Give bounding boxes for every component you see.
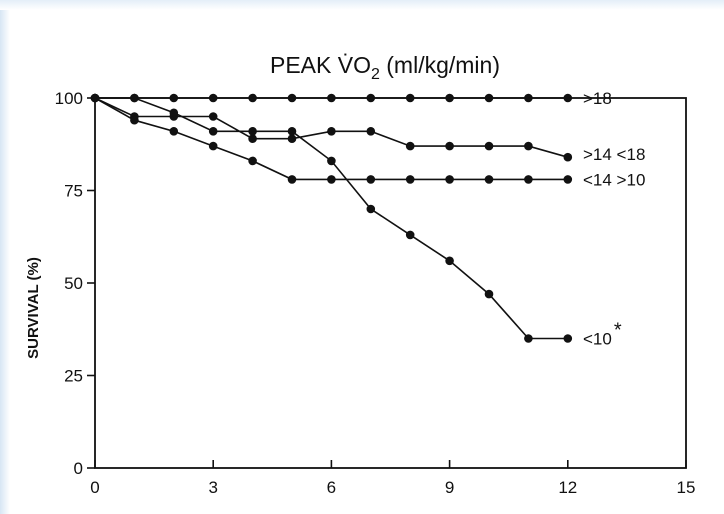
y-tick-label-3: 75 (64, 182, 83, 201)
series-1-point-11 (524, 141, 533, 151)
series-0-point-12 (563, 93, 573, 103)
series-3-point-2 (169, 108, 179, 118)
series-3 (90, 93, 573, 343)
series-3-point-11 (524, 334, 533, 343)
series-1-point-12 (563, 152, 573, 162)
series-3-point-7 (366, 204, 376, 214)
series-3-point-4 (248, 127, 257, 136)
x-tick-label-0: 0 (90, 478, 99, 497)
chart-title-main: PEAK V̇O (270, 52, 371, 78)
series-labels: >18 >14 <18 <14 >10 <10 * (583, 89, 645, 349)
series-2-point-1 (130, 115, 139, 125)
series-2-point-5 (287, 175, 297, 184)
series-2-point-10 (484, 175, 494, 184)
series-1-point-5 (287, 134, 297, 143)
series-2-point-8 (405, 175, 415, 184)
series-label-0-text: >18 (583, 89, 612, 108)
series-label-3-text: <10 (583, 330, 612, 349)
series-2-point-11 (524, 175, 533, 184)
series-1-point-3 (208, 112, 218, 121)
y-tick-label-2: 50 (64, 274, 83, 293)
series-0-point-2 (169, 93, 179, 103)
series-1-point-10 (484, 141, 494, 151)
series-layer (90, 93, 573, 343)
series-0-point-11 (524, 93, 533, 103)
series-1-point-4 (248, 134, 257, 143)
series-2-point-3 (208, 141, 218, 151)
left-edge-shade (0, 0, 10, 514)
series-1-point-6 (327, 127, 336, 136)
series-0 (90, 93, 573, 103)
series-0-point-9 (445, 93, 454, 103)
series-label-2-text: <14 >10 (583, 170, 645, 189)
series-3-point-8 (405, 230, 415, 240)
series-0-point-7 (366, 93, 376, 103)
series-3-point-10 (484, 289, 494, 299)
series-label-0: >18 (583, 89, 612, 108)
series-label-1: >14 <18 (583, 145, 645, 164)
series-label-3: <10 * (583, 320, 622, 349)
series-1-point-7 (366, 127, 376, 136)
top-edge-shade (0, 0, 724, 10)
series-3-point-5 (287, 127, 297, 136)
series-3-point-9 (445, 256, 454, 266)
chart-title: PEAK V̇O2 (ml/kg/min) (270, 52, 500, 83)
series-2 (90, 93, 573, 184)
series-3-point-1 (130, 93, 139, 103)
series-3-point-0 (90, 93, 100, 103)
series-label-3-mark: * (614, 320, 622, 342)
chart-title-subscript: 2 (371, 66, 380, 83)
x-tick-label-1: 3 (208, 478, 217, 497)
series-2-point-6 (327, 175, 336, 184)
x-tick-label-2: 6 (327, 478, 336, 497)
series-2-point-12 (563, 175, 573, 184)
series-2-point-7 (366, 175, 376, 184)
series-3-point-12 (563, 334, 573, 343)
series-0-point-4 (248, 93, 257, 103)
y-axis-label: SURVIVAL (%) (25, 257, 42, 359)
series-3-point-6 (327, 156, 336, 166)
x-tick-label-4: 12 (558, 478, 577, 497)
series-0-point-5 (287, 93, 297, 103)
series-2-point-9 (445, 175, 454, 184)
x-tick-label-3: 9 (445, 478, 454, 497)
x-tick-label-5: 15 (677, 478, 696, 497)
series-label-1-text: >14 <18 (583, 145, 645, 164)
series-2-point-2 (169, 127, 179, 136)
y-tick-label-0: 0 (74, 459, 83, 478)
series-1-point-9 (445, 141, 454, 151)
series-3-point-3 (208, 127, 218, 136)
series-0-point-6 (327, 93, 336, 103)
series-0-point-8 (405, 93, 415, 103)
series-1-point-8 (405, 141, 415, 151)
y-tick-label-4: 100 (55, 89, 83, 108)
chart-title-units: (ml/kg/min) (380, 52, 500, 78)
series-0-point-3 (208, 93, 218, 103)
series-label-2: <14 >10 (583, 170, 645, 189)
series-2-point-4 (248, 156, 257, 166)
y-tick-label-1: 25 (64, 367, 83, 386)
series-0-point-10 (484, 93, 494, 103)
